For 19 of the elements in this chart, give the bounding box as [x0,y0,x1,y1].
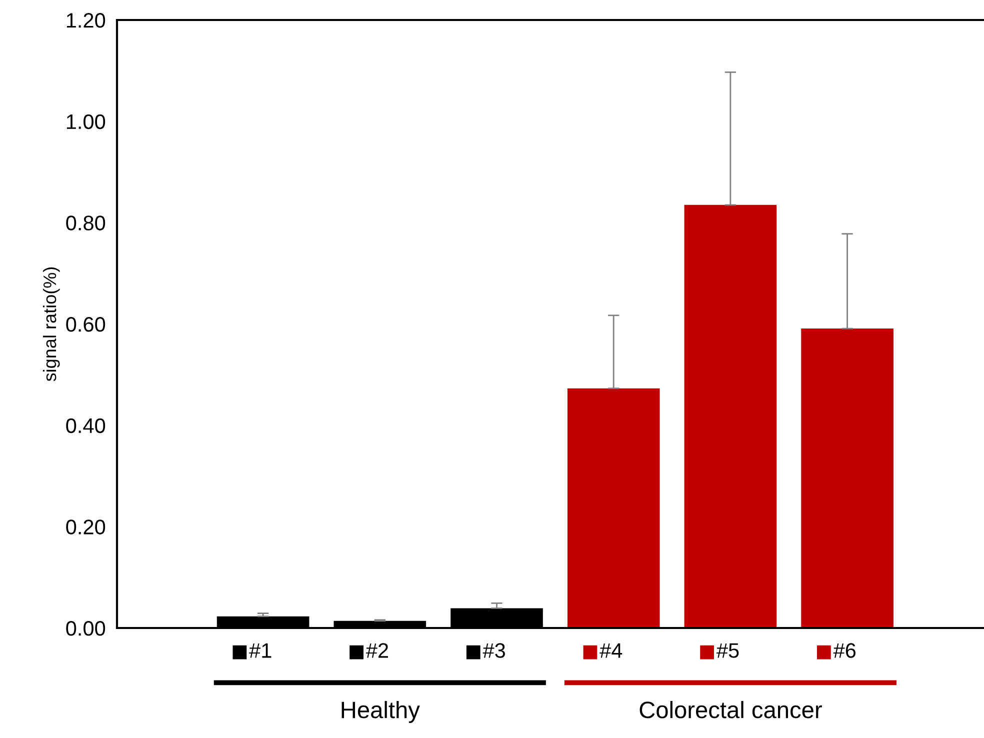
y-tick-label: 0.60 [66,317,106,332]
y-tick-label: 1.20 [66,13,106,28]
x-tick-label: #1 [249,643,272,658]
y-tick-label: 0.00 [66,621,106,636]
x-tick-label: #2 [366,643,388,658]
y-tick-label: 0.80 [66,216,106,230]
text: Colorectal cancer [640,700,822,718]
bar [567,388,660,628]
bar [684,204,777,628]
x-tick-label: #6 [833,643,856,658]
y-tick-label: 0.40 [66,418,106,434]
y-axis-title: signal ratio(%) [42,267,60,382]
x-tick-label: #5 [716,643,739,658]
y-tick-label: 1.00 [66,114,106,130]
bar [801,328,894,628]
text: Healthy [342,700,420,723]
x-tick-label: #4 [600,643,622,658]
y-tick-label: 0.20 [66,520,106,534]
x-tick-label: #3 [482,643,505,658]
